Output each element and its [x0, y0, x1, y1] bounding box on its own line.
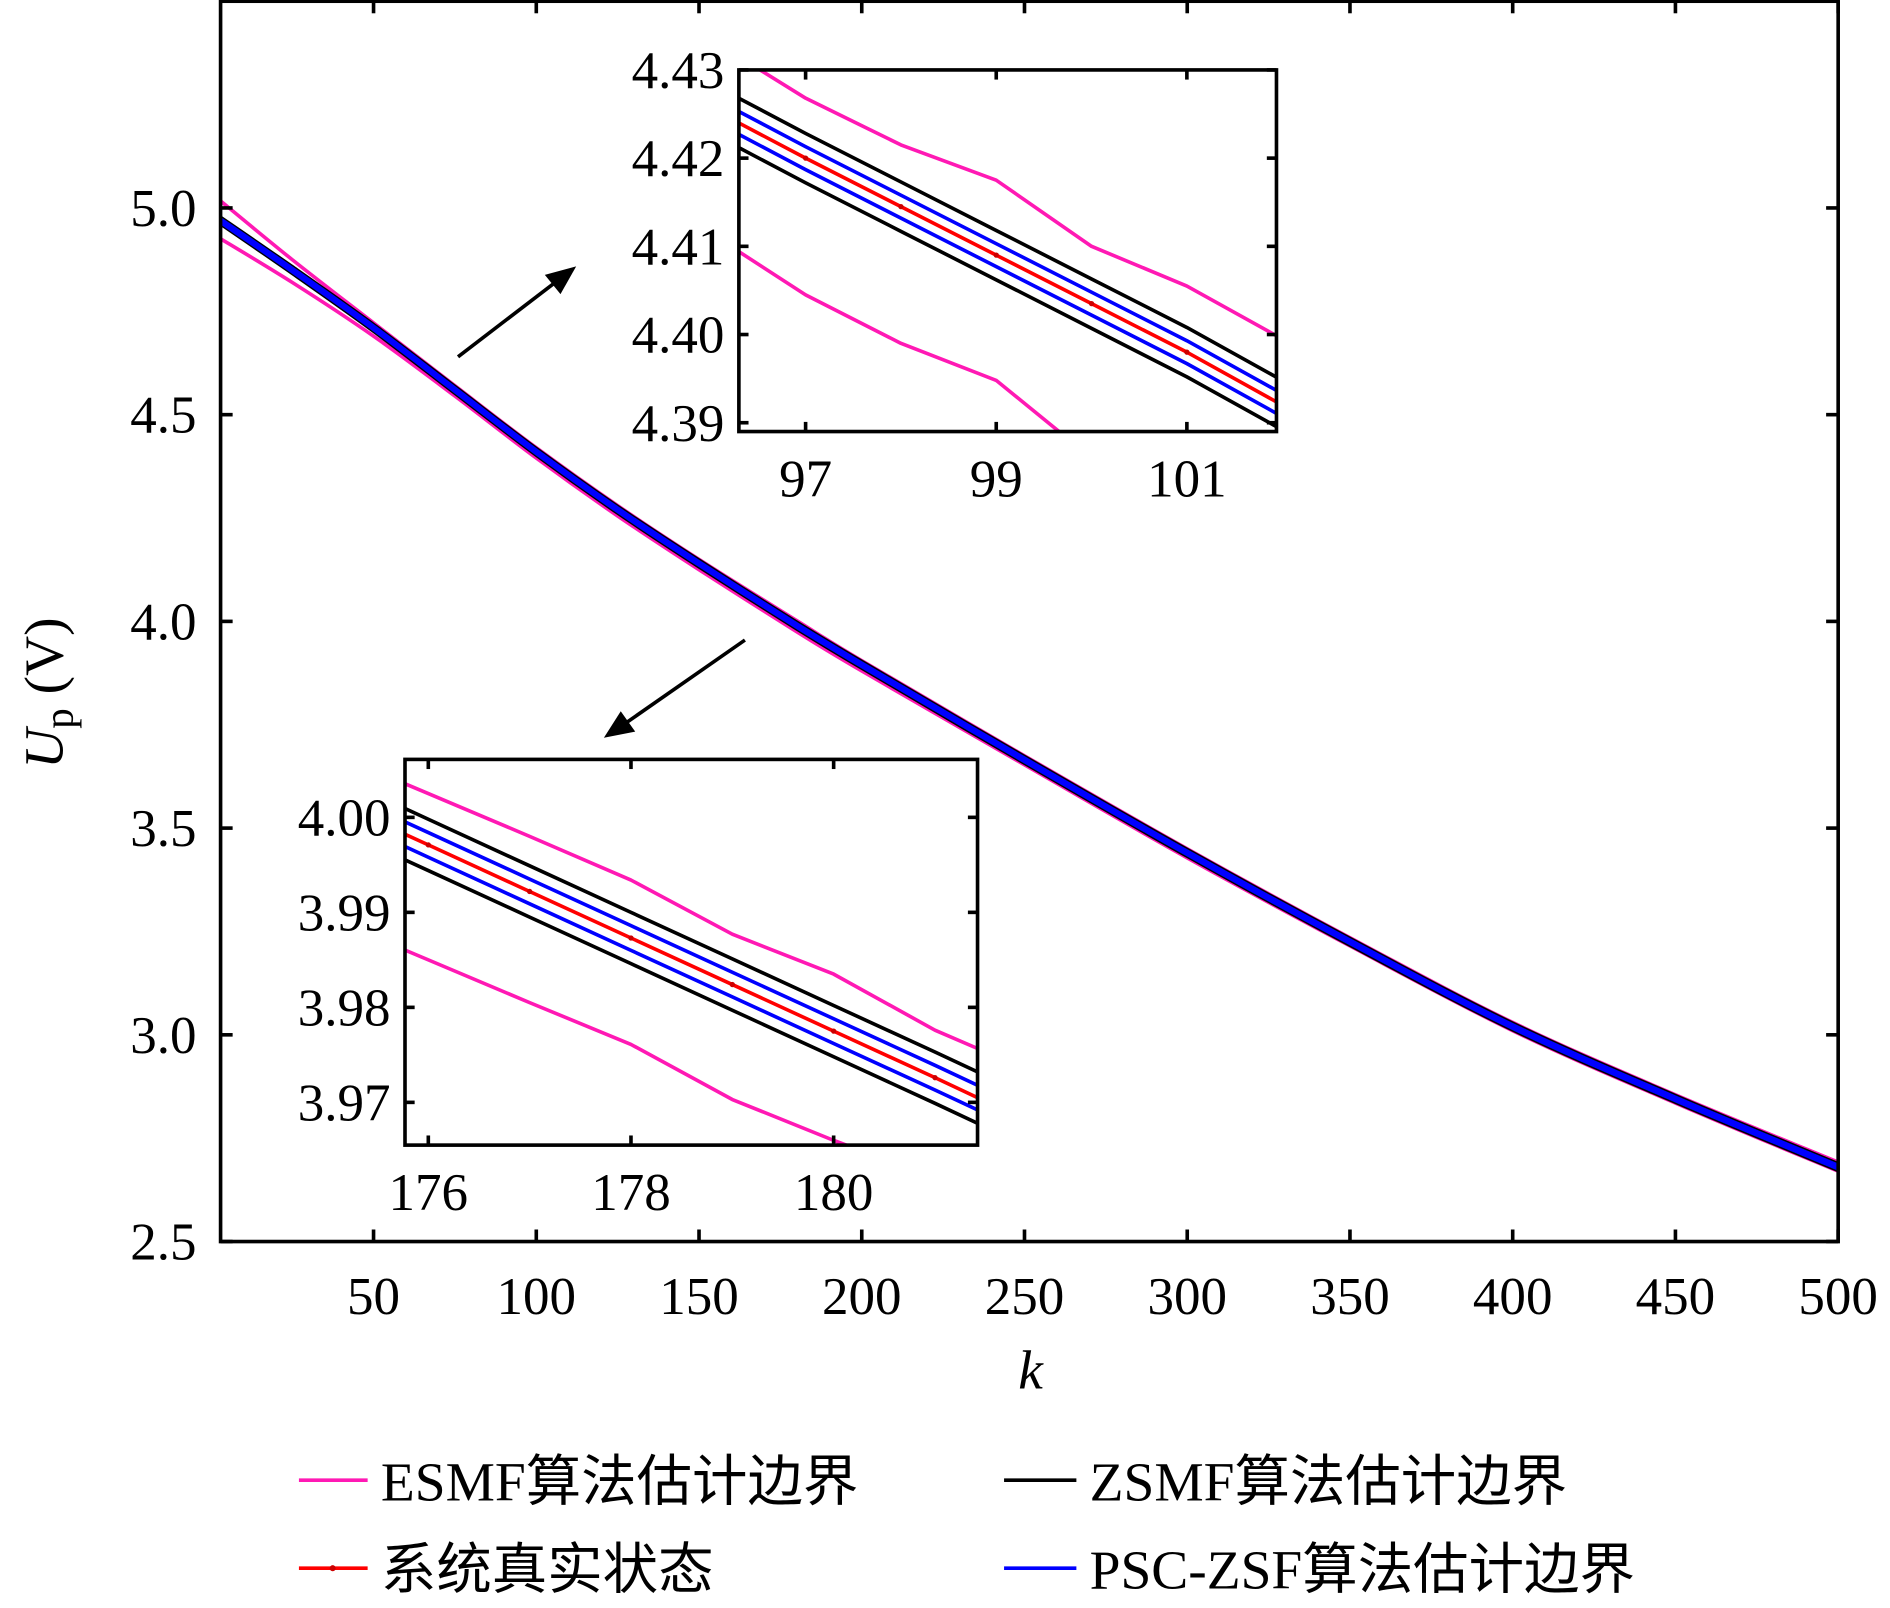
inset-plot-k176-181: 176 178 180 3.97 3.98 3.99 4.00 [298, 757, 980, 1222]
axes-frame [737, 68, 1279, 434]
true-state-marker [526, 888, 533, 895]
y-tick-label: 4.43 [632, 42, 725, 100]
series-line-zsmf-lower [405, 857, 978, 1126]
zoom-arrow-lower-head [603, 711, 636, 738]
series-line-esmf-upper [405, 781, 978, 1051]
series-line-esmf-lower [405, 948, 852, 1146]
legend: ESMF算法估计边界 ZSMF算法估计边界 系统真实状态 PSC-ZSF算法估计… [298, 1452, 1635, 1601]
x-tick-label: 450 [1636, 1268, 1716, 1326]
y-tick-label: 4.0 [130, 593, 196, 651]
inset-plot-k97-101: 97 99 101 4.39 4.40 4.41 4.42 4.43 [632, 42, 1279, 509]
series-line-psc-lower [405, 844, 978, 1112]
x-tick-label: 180 [794, 1164, 874, 1222]
series-line-esmf-lower [738, 249, 1062, 432]
true-state-marker [802, 155, 809, 161]
legend-label-true-state: 系统真实状态 [381, 1540, 714, 1601]
y-tick-label: 3.98 [298, 979, 391, 1037]
true-state-marker [425, 842, 431, 848]
legend-label-esmf: ESMF算法估计边界 [381, 1452, 858, 1513]
x-tick-label: 50 [347, 1268, 400, 1326]
series-line-zsmf-lower [738, 145, 1277, 429]
x-tick-label: 500 [1798, 1268, 1878, 1326]
x-axis-label: k [1018, 1340, 1044, 1401]
y-tick-label: 4.5 [130, 387, 196, 445]
legend-label-psc: PSC-ZSF算法估计边界 [1090, 1540, 1635, 1601]
x-tick-label: 99 [970, 451, 1023, 509]
true-state-marker [1184, 349, 1190, 355]
zoom-arrow-upper [456, 268, 573, 359]
y-tick-label: 3.5 [130, 800, 196, 858]
x-tick-label: 97 [779, 451, 832, 509]
series-line-zsmf-upper [405, 806, 978, 1074]
y-tick-label: 3.97 [298, 1074, 391, 1132]
series-line-psc-lower [738, 132, 1277, 416]
x-tick-label: 178 [591, 1164, 671, 1222]
true-state-marker [898, 203, 904, 210]
series-line-zsmf-upper [738, 96, 1277, 380]
series-line-true-state [405, 832, 978, 1100]
y-tick-label: 5.0 [130, 180, 196, 238]
x-tick-label: 101 [1147, 451, 1227, 509]
y-tick-label: 4.41 [632, 218, 725, 276]
true-state-marker [1088, 301, 1095, 307]
y-tick-label: 4.00 [298, 789, 391, 847]
true-state-marker [932, 1075, 938, 1081]
x-tick-label: 176 [389, 1164, 469, 1222]
y-tick-label: 3.0 [130, 1007, 196, 1065]
x-tick-label: 150 [659, 1268, 739, 1326]
zoom-arrow-upper-head [544, 266, 577, 295]
x-tick-label: 100 [497, 1268, 577, 1326]
zoom-arrow-lower [608, 638, 746, 736]
true-state-marker [729, 981, 735, 988]
series-line-psc-upper [220, 216, 1839, 1168]
y-tick-label: 4.42 [632, 130, 725, 188]
y-tick-label: 4.40 [632, 307, 725, 365]
x-tick-label: 350 [1310, 1268, 1390, 1326]
y-tick-label: 3.99 [298, 884, 391, 942]
y-tick-label: 4.39 [632, 395, 725, 453]
series-group [405, 781, 978, 1146]
series-group [738, 69, 1277, 432]
series-line-psc-upper [405, 819, 978, 1088]
axes-frame [403, 757, 980, 1147]
x-tick-label: 250 [985, 1268, 1065, 1326]
series-line-esmf-upper [756, 69, 1277, 338]
series-line-psc-upper [738, 109, 1277, 393]
x-tick-label: 300 [1147, 1268, 1227, 1326]
true-state-marker [830, 1028, 837, 1034]
x-tick-label: 200 [822, 1268, 902, 1326]
legend-label-zsmf: ZSMF算法估计边界 [1090, 1452, 1567, 1513]
y-tick-label: 2.5 [130, 1214, 196, 1272]
y-axis-label: Up (V) [14, 617, 82, 768]
series-group [220, 198, 1839, 1173]
x-tick-label: 400 [1473, 1268, 1553, 1326]
true-state-marker [628, 935, 634, 941]
legend-marker-true-state [329, 1565, 336, 1572]
series-line-psc-lower [220, 220, 1839, 1171]
true-state-marker [993, 252, 999, 258]
